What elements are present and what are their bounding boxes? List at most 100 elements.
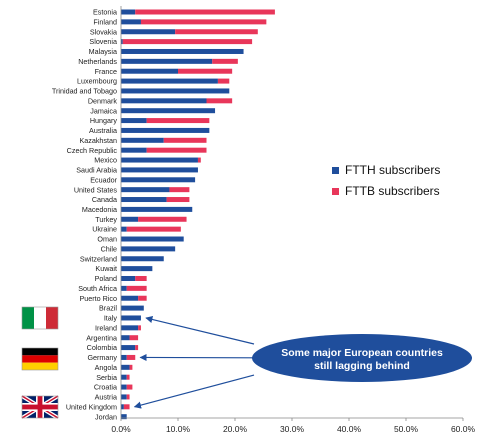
category-label-united-kingdom: United Kingdom [66, 402, 117, 411]
x-tick-label: 40.0% [337, 424, 362, 434]
fttb-bar-argentina [129, 335, 139, 341]
ftth-bar-ireland [121, 325, 139, 331]
ftth-bar-united-kingdom [121, 404, 124, 410]
ftth-bar-slovenia [121, 39, 123, 45]
italy-flag-stripe [46, 307, 58, 329]
ftth-bar-united-states [121, 187, 170, 193]
category-label-jordan: Jordan [95, 412, 117, 421]
ftth-bar-slovakia [121, 29, 176, 35]
flag-border [21, 347, 59, 371]
ftth-bar-mexico [121, 157, 198, 163]
fttb-bar-estonia [135, 9, 275, 15]
category-label-switzerland: Switzerland [80, 254, 117, 263]
ftth-bar-kazakhstan [121, 137, 164, 143]
ftth-bar-czech-republic [121, 147, 147, 153]
category-label-austria: Austria [95, 393, 117, 402]
category-label-united-states: United States [74, 185, 118, 194]
category-label-canada: Canada [92, 195, 117, 204]
callout-arrow-united-kingdom [133, 374, 255, 409]
ftth-bar-angola [121, 364, 130, 370]
x-tick-label: 30.0% [280, 424, 305, 434]
fttb-bar-ukraine [126, 226, 181, 232]
ftth-bar-jordan [121, 414, 127, 420]
uk-flag-cross-red [22, 404, 58, 410]
ftth-bar-chile [121, 246, 176, 252]
italy-flag-icon [21, 306, 59, 330]
flag-border [21, 395, 59, 419]
callout-arrow-italy [145, 315, 255, 345]
category-label-oman: Oman [97, 235, 117, 244]
ftth-bar-turkey [121, 216, 139, 222]
category-label-serbia: Serbia [96, 373, 117, 382]
category-label-turkey: Turkey [95, 215, 117, 224]
category-label-poland: Poland [95, 274, 117, 283]
ftth-bar-oman [121, 236, 184, 242]
category-label-estonia: Estonia [93, 8, 117, 17]
ftth-bar-colombia [121, 345, 136, 351]
category-label-puerto-rico: Puerto Rico [79, 294, 117, 303]
x-tick-label: 10.0% [166, 424, 191, 434]
legend-swatch-fttb-subscribers [332, 188, 339, 195]
fttb-bar-czech-republic [146, 147, 207, 153]
category-label-australia: Australia [89, 126, 117, 135]
ftth-bar-luxembourg [121, 78, 218, 84]
fttb-bar-serbia [126, 374, 130, 380]
ftth-bar-saudi-arabia [121, 167, 198, 173]
category-label-ireland: Ireland [95, 323, 117, 332]
ftth-bar-canada [121, 197, 167, 203]
callout-bubble [252, 334, 472, 382]
category-label-south-africa: South Africa [78, 284, 117, 293]
fttb-bar-poland [135, 275, 147, 281]
legend-label-fttb-subscribers: FTTB subscribers [345, 184, 440, 198]
ftth-bar-denmark [121, 98, 207, 104]
fttb-bar-ireland [138, 325, 141, 331]
germany-flag-stripe [22, 348, 58, 356]
fttb-bar-turkey [138, 216, 187, 222]
category-label-macedonia: Macedonia [82, 205, 117, 214]
ftth-bar-netherlands [121, 58, 213, 64]
fttb-bar-south-africa [126, 285, 147, 291]
ftth-bar-serbia [121, 374, 127, 380]
uk-flag-icon [20, 394, 60, 420]
category-label-chile: Chile [101, 244, 117, 253]
ftth-bar-ecuador [121, 177, 196, 183]
ftth-bar-argentina [121, 335, 130, 341]
ftth-bar-estonia [121, 9, 136, 15]
ftth-bar-kuwait [121, 266, 153, 272]
fttb-bar-kazakhstan [163, 137, 207, 143]
ftth-bar-hungary [121, 118, 147, 124]
category-label-argentina: Argentina [86, 333, 117, 342]
bars-group [121, 9, 275, 420]
category-label-saudi-arabia: Saudi Arabia [76, 166, 117, 175]
category-label-brazil: Brazil [99, 304, 117, 313]
x-tick-label: 0.0% [111, 424, 131, 434]
category-label-finland: Finland [93, 17, 117, 26]
category-label-ecuador: Ecuador [90, 175, 117, 184]
italy-flag-stripe [22, 307, 34, 329]
callout-text-line1: Some major European countries [281, 347, 443, 359]
category-label-trinidad-and-tobago: Trinidad and Tobago [52, 87, 117, 96]
fttb-bar-finland [140, 19, 267, 25]
x-axis: 0.0% 10.0% 20.0% 30.0% 40.0% 50.0% 60.0% [111, 6, 475, 434]
category-label-malaysia: Malaysia [89, 47, 117, 56]
category-label-kuwait: Kuwait [95, 264, 117, 273]
ftth-bar-malaysia [121, 48, 244, 54]
ftth-bar-finland [121, 19, 141, 25]
x-tick-label: 60.0% [451, 424, 476, 434]
fttb-bar-hungary [146, 118, 210, 124]
x-tick-label: 50.0% [394, 424, 419, 434]
fttb-bar-austria [126, 394, 130, 400]
category-label-colombia: Colombia [87, 343, 117, 352]
category-label-angola: Angola [95, 363, 117, 372]
germany-flag-stripe [22, 362, 58, 370]
fttb-bar-mexico [197, 157, 201, 163]
ftth-bar-switzerland [121, 256, 164, 262]
ftth-bar-germany [121, 354, 127, 360]
callout-text-line2: still lagging behind [314, 360, 410, 372]
category-label-kazakhstan: Kazakhstan [79, 136, 117, 145]
category-label-netherlands: Netherlands [78, 57, 117, 66]
ftth-bar-australia [121, 127, 210, 133]
category-label-mexico: Mexico [94, 156, 117, 165]
x-tick-label: 20.0% [223, 424, 248, 434]
